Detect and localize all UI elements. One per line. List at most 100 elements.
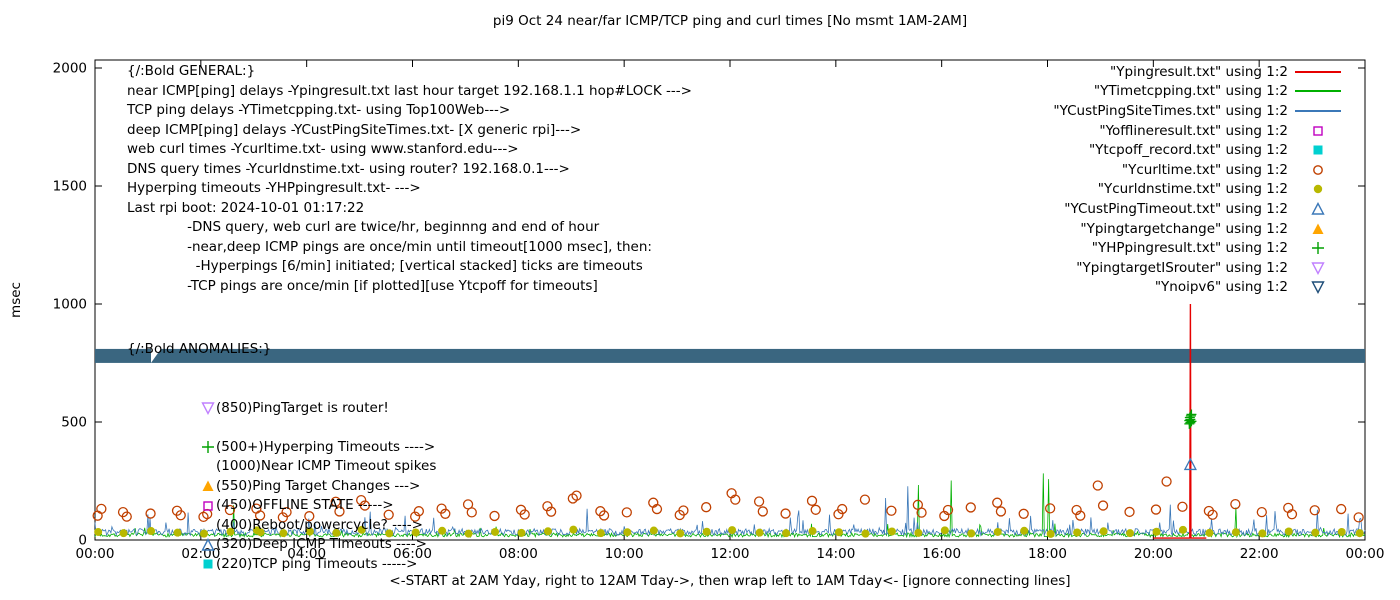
general-annotation-block: {/:Bold GENERAL:} near ICMP[ping] delays … [127, 62, 692, 296]
general-annotation-line-4: web curl times -Ycurltime.txt- using www… [127, 141, 519, 157]
anomaly-text: (320)Deep ICMP Timeouts ----> [216, 536, 427, 552]
triangle-up-filled-icon [1312, 223, 1324, 234]
anomaly-text: (1000)Near ICMP Timeout spikes [216, 458, 437, 474]
legend-sample [1288, 182, 1348, 196]
anomaly-line-3: (1000)Near ICMP Timeout spikes [127, 457, 436, 477]
legend-sample [1288, 109, 1348, 112]
y-tick-label: 500 [61, 415, 87, 431]
x-axis-label: <-START at 2AM Yday, right to 12AM Tday-… [389, 573, 1071, 589]
legend-label: "Ytcpoff_record.txt" using 1:2 [1088, 142, 1288, 159]
circle-open-icon [1313, 164, 1323, 175]
anomaly-text: (550)Ping Target Changes ---> [216, 477, 421, 494]
general-annotation-line-0: {/:Bold GENERAL:} [127, 63, 256, 79]
triangle-up-filled-icon [200, 479, 216, 493]
general-annotation-line-2: TCP ping delays -YTimetcpping.txt- using… [127, 102, 511, 118]
legend-entry-1: "YTimetcpping.txt" using 1:2 [1053, 82, 1348, 102]
triangle-up-open-icon [200, 537, 216, 552]
plus-icon [1312, 242, 1324, 255]
legend-label: "YTimetcpping.txt" using 1:2 [1093, 83, 1288, 100]
general-annotation-line-9: -near,deep ICMP pings are once/min until… [127, 238, 652, 255]
triangle-down-open-icon [200, 401, 216, 416]
triangle-up-open-icon [1311, 201, 1325, 215]
series-Ycurldnstime.txt [94, 525, 1364, 538]
legend-label: "Ynoipv6" using 1:2 [1154, 279, 1288, 296]
anomaly-text: (500+)Hyperping Timeouts ----> [216, 438, 436, 455]
plot-legend: "Ypingresult.txt" using 1:2 "YTimetcpping… [1053, 62, 1348, 297]
legend-sample [1288, 163, 1348, 177]
triangle-up-open-icon [201, 537, 215, 551]
general-annotation-line-8: -DNS query, web curl are twice/hr, begin… [127, 219, 600, 235]
y-tick-label: 2000 [53, 61, 87, 77]
legend-line-sample [1295, 109, 1341, 112]
legend-line-sample [1295, 70, 1341, 73]
anomaly-line-6: (400)Reboot/powercycle? ----> [127, 516, 436, 536]
triangle-down-open-icon [201, 402, 215, 416]
legend-sample [1288, 261, 1348, 275]
y-tick-label: 0 [78, 533, 87, 549]
legend-label: "Ycurldnstime.txt" using 1:2 [1097, 181, 1288, 198]
anomaly-text: (450)OFFLINE STATE -----> [216, 497, 394, 513]
legend-entry-11: "Ynoipv6" using 1:2 [1053, 278, 1348, 298]
legend-label: "Ypingtargetchange" using 1:2 [1080, 220, 1288, 237]
legend-sample [1288, 222, 1348, 236]
square-open-icon [1313, 125, 1323, 136]
legend-entry-10: "YpingtargetISrouter" using 1:2 [1053, 258, 1348, 278]
legend-label: "Ypingresult.txt" using 1:2 [1110, 63, 1288, 80]
plus-icon [200, 440, 216, 454]
legend-label: "YHPpingresult.txt" using 1:2 [1091, 240, 1288, 257]
anomalies-header: {/:Bold ANOMALIES:} [127, 341, 272, 357]
chart-title: pi9 Oct 24 near/far ICMP/TCP ping and cu… [492, 13, 968, 29]
x-tick-label: 08:00 [499, 546, 538, 562]
x-tick-label: 22:00 [1240, 546, 1279, 562]
x-tick-label: 14:00 [816, 546, 855, 562]
y-axis-label: msec [8, 282, 24, 318]
legend-sample [1288, 124, 1348, 138]
general-annotation-line-10: -Hyperpings [6/min] initiated; [vertical… [127, 258, 643, 274]
series-YCustPingTimeout.txt [1183, 457, 1197, 471]
square-open-icon [200, 499, 216, 513]
legend-label: "Ycurltime.txt" using 1:2 [1121, 161, 1288, 178]
legend-sample [1288, 70, 1348, 73]
legend-label: "YpingtargetISrouter" using 1:2 [1076, 259, 1288, 276]
x-tick-label: 16:00 [922, 546, 961, 562]
legend-sample [1288, 280, 1348, 295]
legend-entry-0: "Ypingresult.txt" using 1:2 [1053, 62, 1348, 82]
anomalies-annotation-block: {/:Bold ANOMALIES:} (850)PingTarget is r… [127, 301, 436, 574]
x-tick-label: 00:00 [1346, 546, 1385, 562]
anomaly-text: (850)PingTarget is router! [216, 399, 389, 416]
triangle-down-open-icon [1311, 262, 1325, 275]
legend-entry-2: "YCustPingSiteTimes.txt" using 1:2 [1053, 101, 1348, 121]
legend-sample [1288, 241, 1348, 255]
legend-label: "YCustPingSiteTimes.txt" using 1:2 [1053, 102, 1288, 119]
y-tick-label: 1500 [53, 179, 87, 195]
legend-sample [1288, 143, 1348, 157]
anomaly-line-2: (500+)Hyperping Timeouts ----> [127, 438, 436, 458]
anomaly-line-5: (450)OFFLINE STATE -----> [127, 496, 436, 516]
triangle-down-open-icon [1311, 281, 1325, 295]
general-annotation-line-6: Hyperping timeouts -YHPpingresult.txt- -… [127, 180, 421, 196]
legend-sample [1288, 90, 1348, 93]
legend-label: "Yofflineresult.txt" using 1:2 [1099, 122, 1288, 139]
series-Ycurltime.txt [92, 476, 1364, 523]
general-annotation-line-1: near ICMP[ping] delays -Ypingresult.txt … [127, 82, 692, 99]
legend-entry-7: "YCustPingTimeout.txt" using 1:2 [1053, 199, 1348, 219]
anomaly-text: (220)TCP ping Timeouts -----> [216, 555, 418, 572]
anomaly-line-1 [127, 418, 436, 438]
x-tick-label: 12:00 [711, 546, 750, 562]
square-filled-icon [1313, 145, 1323, 155]
noipv6-band [95, 348, 1365, 363]
series-YHPpingresult.txt [1184, 409, 1197, 429]
plus-icon [202, 441, 214, 454]
legend-entry-5: "Ycurltime.txt" using 1:2 [1053, 160, 1348, 180]
legend-label: "YCustPingTimeout.txt" using 1:2 [1064, 200, 1288, 217]
triangle-up-filled-icon [202, 480, 214, 492]
circle-filled-icon [1313, 185, 1323, 194]
anomaly-line-7: (320)Deep ICMP Timeouts ----> [127, 535, 436, 555]
legend-line-sample [1295, 90, 1341, 93]
square-filled-icon [200, 557, 216, 571]
anomaly-line-8: (220)TCP ping Timeouts -----> [127, 555, 436, 575]
square-open-icon [203, 501, 213, 511]
general-annotation-line-5: DNS query times -Ycurldnstime.txt- using… [127, 160, 570, 177]
